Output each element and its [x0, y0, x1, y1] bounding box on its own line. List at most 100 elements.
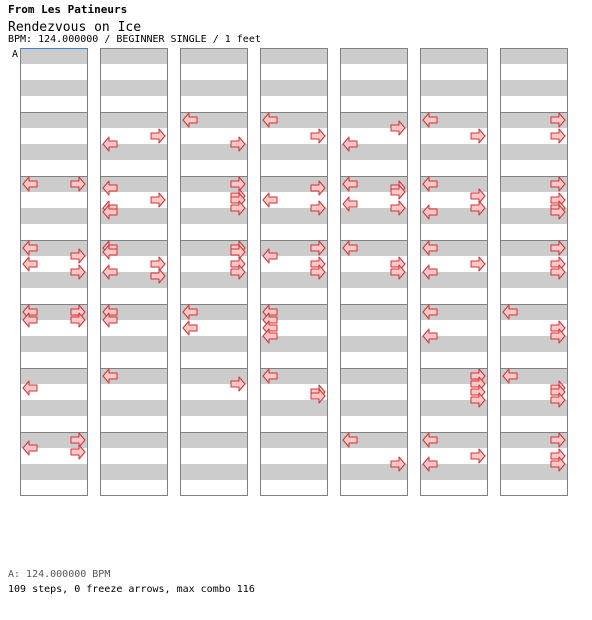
beat-stripe	[20, 272, 88, 288]
beat-stripe	[20, 432, 88, 448]
beat-stripe	[340, 48, 408, 64]
beat-stripe	[260, 208, 328, 224]
beat-stripe	[100, 48, 168, 64]
right-arrow-icon	[150, 128, 166, 144]
right-arrow-icon	[70, 264, 86, 280]
beat-stripe	[420, 464, 488, 480]
column-border	[100, 48, 168, 496]
right-arrow-icon	[310, 200, 326, 216]
right-arrow-icon	[70, 176, 86, 192]
left-arrow-icon	[22, 312, 38, 328]
beat-stripe	[180, 48, 248, 64]
beat-stripe	[420, 336, 488, 352]
beat-stripe	[340, 400, 408, 416]
right-arrow-icon	[310, 128, 326, 144]
right-arrow-icon	[390, 200, 406, 216]
beat-stripe	[500, 176, 568, 192]
beat-stripe	[260, 304, 328, 320]
beat-stripe	[20, 208, 88, 224]
beat-stripe	[180, 336, 248, 352]
beat-stripe	[20, 176, 88, 192]
beat-stripe	[420, 240, 488, 256]
left-arrow-icon	[102, 312, 118, 328]
right-arrow-icon	[550, 204, 566, 220]
beat-stripe	[20, 240, 88, 256]
pack-title: From Les Patineurs	[8, 3, 128, 16]
beat-stripe	[180, 272, 248, 288]
beat-stripe	[180, 144, 248, 160]
left-arrow-icon	[342, 432, 358, 448]
column-border	[180, 48, 248, 496]
beat-stripe	[180, 80, 248, 96]
beat-stripe	[340, 272, 408, 288]
left-arrow-icon	[102, 244, 118, 260]
beat-stripe	[180, 176, 248, 192]
left-arrow-icon	[22, 176, 38, 192]
beat-stripe	[100, 304, 168, 320]
beat-stripe	[340, 464, 408, 480]
beat-stripe	[20, 368, 88, 384]
beat-stripe	[180, 304, 248, 320]
right-arrow-icon	[550, 128, 566, 144]
right-arrow-icon	[310, 180, 326, 196]
beat-stripe	[340, 112, 408, 128]
beat-stripe	[340, 80, 408, 96]
left-arrow-icon	[22, 240, 38, 256]
right-arrow-icon	[230, 200, 246, 216]
left-arrow-icon	[102, 264, 118, 280]
right-arrow-icon	[550, 432, 566, 448]
right-arrow-icon	[230, 376, 246, 392]
left-arrow-icon	[22, 440, 38, 456]
beat-stripe	[420, 304, 488, 320]
column-border	[420, 48, 488, 496]
beat-stripe	[500, 368, 568, 384]
right-arrow-icon	[310, 264, 326, 280]
left-arrow-icon	[422, 240, 438, 256]
right-arrow-icon	[150, 268, 166, 284]
beat-stripe	[100, 336, 168, 352]
column-border	[260, 48, 328, 496]
chart-info: BPM: 124.000000 / BEGINNER SINGLE / 1 fe…	[8, 34, 261, 45]
right-arrow-icon	[70, 248, 86, 264]
beat-stripe	[500, 112, 568, 128]
left-arrow-icon	[422, 176, 438, 192]
right-arrow-icon	[550, 456, 566, 472]
right-arrow-icon	[550, 328, 566, 344]
beat-stripe	[180, 400, 248, 416]
beat-stripe	[420, 400, 488, 416]
beat-stripe	[260, 240, 328, 256]
left-arrow-icon	[342, 240, 358, 256]
right-arrow-icon	[470, 392, 486, 408]
beat-stripe	[260, 144, 328, 160]
beat-stripe	[500, 336, 568, 352]
beat-stripe	[100, 432, 168, 448]
beat-stripe	[100, 464, 168, 480]
left-arrow-icon	[102, 136, 118, 152]
left-arrow-icon	[262, 192, 278, 208]
beat-stripe	[420, 112, 488, 128]
right-arrow-icon	[230, 136, 246, 152]
beat-stripe	[260, 112, 328, 128]
beat-stripe	[180, 208, 248, 224]
song-title: Rendezvous on Ice	[8, 20, 142, 35]
beat-stripe	[100, 112, 168, 128]
beat-stripe	[340, 368, 408, 384]
beat-stripe	[260, 80, 328, 96]
left-arrow-icon	[262, 112, 278, 128]
beat-stripe	[420, 48, 488, 64]
left-arrow-icon	[102, 368, 118, 384]
beat-stripe	[340, 208, 408, 224]
right-arrow-icon	[310, 388, 326, 404]
beat-stripe	[100, 144, 168, 160]
left-arrow-icon	[422, 328, 438, 344]
left-arrow-icon	[502, 368, 518, 384]
right-arrow-icon	[550, 264, 566, 280]
beat-stripe	[340, 432, 408, 448]
right-arrow-icon	[70, 444, 86, 460]
left-arrow-icon	[262, 248, 278, 264]
beat-stripe	[500, 432, 568, 448]
left-arrow-icon	[22, 256, 38, 272]
footer-stats: 109 steps, 0 freeze arrows, max combo 11…	[8, 584, 255, 595]
left-arrow-icon	[422, 304, 438, 320]
